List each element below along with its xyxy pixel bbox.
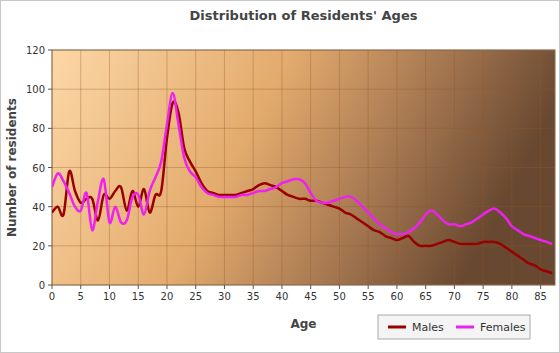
legend-label: Males: [412, 321, 444, 334]
x-tick-label: 25: [189, 291, 202, 302]
series-line: [52, 102, 552, 274]
y-tick-label: 20: [32, 241, 45, 252]
y-tick: [48, 50, 52, 51]
x-tick: [425, 285, 426, 289]
y-tick-label: 100: [26, 84, 45, 95]
x-tick-label: 40: [276, 291, 289, 302]
x-tick-label: 70: [448, 291, 461, 302]
x-tick-label: 80: [506, 291, 519, 302]
x-tick-label: 50: [333, 291, 346, 302]
x-tick-label: 60: [391, 291, 404, 302]
legend-swatch: [388, 326, 406, 329]
x-tick: [195, 285, 196, 289]
x-tick-label: 55: [362, 291, 375, 302]
plot-frame: [52, 50, 555, 285]
x-tick: [52, 285, 53, 289]
x-tick: [454, 285, 455, 289]
legend-box: [378, 315, 530, 339]
y-tick-label: 120: [26, 45, 45, 56]
grid-line-y: [52, 89, 555, 90]
plot-background: [52, 50, 555, 285]
x-tick-label: 35: [247, 291, 260, 302]
x-tick-label: 30: [218, 291, 231, 302]
x-tick: [166, 285, 167, 289]
grid-line-y: [52, 245, 555, 246]
page-frame: [1, 1, 560, 353]
y-tick-label: 0: [39, 280, 45, 291]
x-tick-label: 0: [49, 291, 55, 302]
x-tick: [339, 285, 340, 289]
x-tick-label: 5: [78, 291, 84, 302]
x-tick: [109, 285, 110, 289]
x-tick-label: 45: [304, 291, 317, 302]
x-tick-label: 75: [477, 291, 490, 302]
legend: Males Females: [378, 315, 530, 339]
x-tick: [253, 285, 254, 289]
grid-line-y: [52, 167, 555, 168]
legend-label: Females: [480, 321, 526, 334]
x-tick: [396, 285, 397, 289]
x-tick: [138, 285, 139, 289]
legend-swatch: [456, 326, 474, 329]
y-axis-label: Number of residents: [5, 98, 19, 237]
x-tick-label: 10: [103, 291, 116, 302]
chart: 0 5 10 15 20 25 30 35 40 45 50 55 60 65 70 75 80 85 0 20 40 6…: [0, 0, 560, 353]
title: Distribution of Residents' Ages: [190, 8, 418, 23]
y-tick: [48, 89, 52, 90]
x-tick-label: 85: [534, 291, 547, 302]
y-tick: [48, 167, 52, 168]
grid-line-y: [52, 128, 555, 129]
x-tick: [511, 285, 512, 289]
x-tick: [310, 285, 311, 289]
x-tick: [281, 285, 282, 289]
x-tick: [483, 285, 484, 289]
x-tick-label: 15: [132, 291, 145, 302]
y-tick-label: 80: [32, 123, 45, 134]
x-tick: [224, 285, 225, 289]
y-tick: [48, 245, 52, 246]
y-tick: [48, 128, 52, 129]
x-tick: [540, 285, 541, 289]
x-tick: [80, 285, 81, 289]
y-tick: [48, 285, 52, 286]
series-line: [52, 93, 552, 244]
y-tick-label: 60: [32, 163, 45, 174]
x-tick-label: 65: [419, 291, 432, 302]
x-tick: [368, 285, 369, 289]
series-group: [52, 93, 552, 273]
y-tick: [48, 206, 52, 207]
x-axis-label: Age: [290, 317, 316, 331]
y-tick-label: 40: [32, 202, 45, 213]
x-tick-label: 20: [161, 291, 174, 302]
